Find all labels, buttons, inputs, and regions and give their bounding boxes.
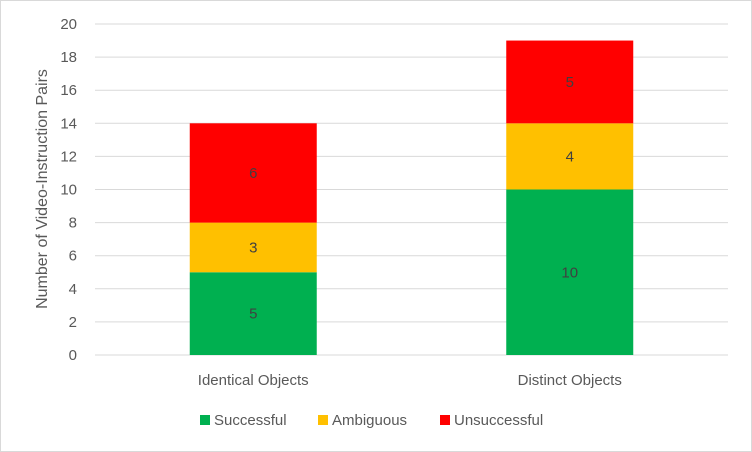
legend-label-ambiguous: Ambiguous xyxy=(332,412,407,429)
legend-label-unsuccessful: Unsuccessful xyxy=(454,412,543,429)
data-label: 5 xyxy=(249,306,257,323)
y-tick-label: 4 xyxy=(69,281,77,298)
data-labels: 5 3 6 10 4 5 xyxy=(249,74,578,323)
x-category-label: Distinct Objects xyxy=(518,372,622,389)
legend-swatch-successful xyxy=(200,415,210,425)
y-tick-label: 20 xyxy=(60,16,77,33)
data-label: 5 xyxy=(566,74,574,91)
bars xyxy=(189,40,634,355)
bar-segment-successful xyxy=(506,189,634,355)
legend: Successful Ambiguous Unsuccessful xyxy=(200,412,543,429)
bar-segment-successful xyxy=(189,272,317,355)
y-tick-label: 16 xyxy=(60,82,77,99)
data-label: 4 xyxy=(566,148,574,165)
y-tick-label: 12 xyxy=(60,148,77,165)
x-axis-categories: Identical Objects Distinct Objects xyxy=(198,372,622,389)
y-axis-ticks: 0 2 4 6 8 10 12 14 16 18 20 xyxy=(60,16,77,364)
y-tick-label: 10 xyxy=(60,182,77,199)
bar-segment-ambiguous xyxy=(189,222,317,273)
legend-label-successful: Successful xyxy=(214,412,287,429)
x-category-label: Identical Objects xyxy=(198,372,309,389)
legend-swatch-ambiguous xyxy=(318,415,328,425)
y-axis-title: Number of Video-Instruction Pairs xyxy=(34,69,51,309)
bar-segment-unsuccessful xyxy=(189,123,317,223)
data-label: 6 xyxy=(249,165,257,182)
y-tick-label: 18 xyxy=(60,49,77,66)
y-tick-label: 8 xyxy=(69,215,77,232)
y-tick-label: 2 xyxy=(69,314,77,331)
bar-segment-ambiguous xyxy=(506,123,634,190)
y-tick-label: 14 xyxy=(60,115,77,132)
data-label: 10 xyxy=(561,264,578,281)
bar-segment-unsuccessful xyxy=(506,40,634,124)
data-label: 3 xyxy=(249,239,257,256)
y-tick-label: 0 xyxy=(69,347,77,364)
y-tick-label: 6 xyxy=(69,248,77,265)
legend-swatch-unsuccessful xyxy=(440,415,450,425)
